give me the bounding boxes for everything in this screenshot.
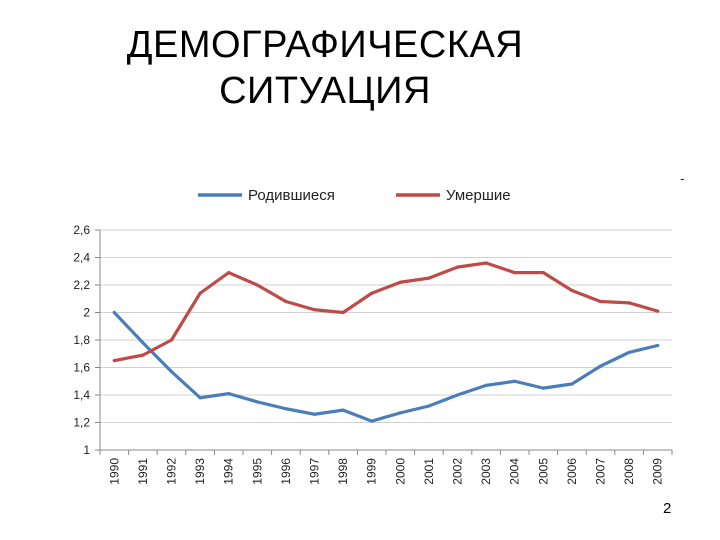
x-tick-label: 1996 (279, 458, 293, 485)
slide-number: 2 (663, 500, 672, 517)
data-point-series-1 (455, 393, 460, 397)
data-point-series-1 (427, 404, 431, 408)
x-tick-label: 2001 (422, 458, 436, 485)
slide-title: ДЕМОГРАФИЧЕСКАЯ СИТУАЦИЯ (90, 22, 560, 114)
title-line-1: ДЕМОГРАФИЧЕСКАЯ (126, 24, 524, 66)
data-point-series-1 (627, 350, 631, 354)
x-tick-label: 2009 (651, 458, 665, 485)
data-point-series-2 (227, 271, 231, 275)
data-point-series-2 (198, 291, 202, 295)
data-point-series-1 (284, 407, 288, 411)
title-line-2: СИТУАЦИЯ (219, 70, 431, 112)
data-point-series-2 (284, 299, 288, 304)
data-point-series-1 (169, 370, 174, 374)
y-tick-label: 1,8 (73, 333, 90, 347)
x-tick-label: 2008 (622, 458, 636, 485)
y-tick-label: 2,4 (73, 251, 90, 265)
legend-label-2: Умершие (446, 187, 511, 204)
data-point-series-1 (341, 408, 345, 412)
x-tick-label: 1992 (165, 458, 179, 485)
x-tick-label: 1994 (222, 458, 236, 485)
data-point-series-2 (656, 309, 660, 313)
data-point-series-2 (169, 338, 174, 342)
data-point-series-1 (656, 343, 660, 348)
x-tick-label: 1990 (107, 458, 121, 485)
data-point-series-2 (541, 271, 545, 275)
data-point-series-2 (427, 276, 431, 280)
x-tick-label: 2005 (536, 458, 550, 485)
data-point-series-1 (570, 382, 574, 386)
x-tick-label: 2000 (393, 458, 407, 485)
data-point-series-1 (198, 396, 202, 400)
corner-dash-mark: - (680, 170, 685, 186)
data-point-series-1 (227, 392, 231, 396)
data-point-series-2 (141, 353, 145, 357)
legend-label-1: Родившиеся (248, 187, 335, 204)
data-point-series-1 (370, 419, 374, 423)
data-point-series-1 (598, 364, 603, 368)
x-tick-label: 2004 (508, 458, 522, 485)
data-point-series-2 (370, 291, 374, 295)
data-point-series-1 (112, 310, 116, 315)
x-tick-label: 1997 (308, 458, 322, 485)
data-point-series-2 (455, 265, 460, 269)
x-tick-label: 2002 (451, 458, 465, 485)
data-point-series-2 (598, 299, 603, 304)
data-point-series-1 (541, 386, 545, 390)
data-point-series-2 (484, 261, 488, 265)
data-point-series-2 (627, 301, 631, 305)
data-point-series-2 (255, 283, 259, 287)
data-point-series-1 (255, 400, 259, 404)
series-line-2 (112, 261, 660, 363)
y-tick-label: 1,2 (73, 416, 90, 430)
x-tick-label: 2007 (594, 458, 608, 485)
y-tick-label: 2,2 (73, 278, 90, 292)
data-point-series-1 (141, 341, 145, 345)
y-tick-label: 1,6 (73, 361, 90, 375)
data-point-series-1 (312, 412, 317, 416)
x-tick-label: 2003 (479, 458, 493, 485)
data-point-series-2 (112, 359, 116, 363)
x-tick-label: 1991 (136, 458, 150, 485)
y-tick-label: 2 (83, 306, 90, 320)
data-point-series-2 (341, 310, 345, 315)
x-tick-label: 2006 (565, 458, 579, 485)
data-point-series-1 (484, 383, 488, 387)
data-point-series-2 (398, 280, 402, 284)
data-point-series-2 (312, 308, 317, 312)
data-point-series-2 (513, 271, 517, 275)
data-point-series-2 (570, 288, 574, 293)
y-tick-label: 1 (83, 443, 90, 457)
x-tick-label: 1993 (193, 458, 207, 485)
x-tick-label: 1998 (336, 458, 350, 485)
y-tick-label: 1,4 (73, 388, 90, 402)
x-tick-label: 1995 (250, 458, 264, 485)
data-point-series-1 (513, 379, 517, 383)
y-tick-label: 2,6 (73, 223, 90, 237)
x-tick-label: 1999 (365, 458, 379, 485)
series-line-1 (112, 310, 660, 423)
data-point-series-1 (398, 411, 402, 415)
